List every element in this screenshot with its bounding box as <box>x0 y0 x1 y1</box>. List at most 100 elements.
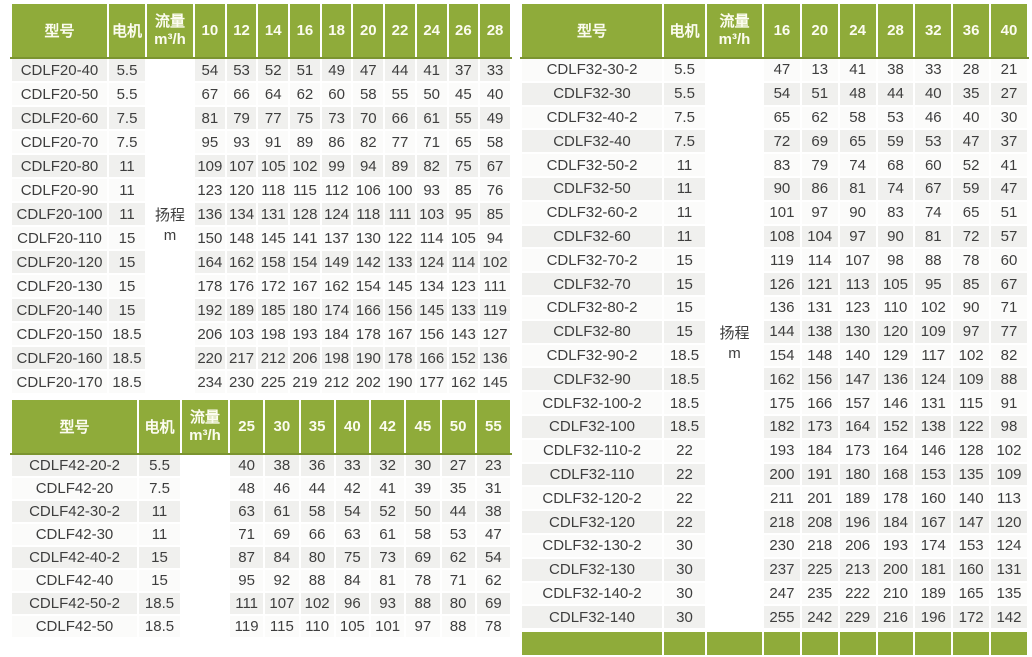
value-cell: 40 <box>951 104 992 131</box>
value-cell: 196 <box>837 509 878 535</box>
value-cell: 76 <box>478 177 512 203</box>
value-cell: 176 <box>224 273 259 299</box>
value-cell: 131 <box>799 294 840 321</box>
value-cell: 58 <box>298 499 336 524</box>
value-cell: 217 <box>224 345 259 371</box>
value-cell: 122 <box>951 413 992 440</box>
model-cell: CDLF20-100 <box>10 201 109 227</box>
value-cell: 102 <box>298 591 336 616</box>
value-cell: 33 <box>478 57 512 83</box>
motor-cell: 15 <box>137 568 182 593</box>
header-row: 型号 电机 流量 m³/h 16 20 24 28 32 36 40 <box>520 2 1029 59</box>
value-cell: 23 <box>474 453 513 478</box>
value-cell: 32 <box>368 453 407 478</box>
value-cell: 51 <box>288 57 322 83</box>
value-cell: 122 <box>383 225 417 251</box>
value-cell: 68 <box>875 152 916 178</box>
value-cell: 119 <box>762 247 802 274</box>
motor-cell: 15 <box>107 249 147 275</box>
value-cell: 123 <box>193 177 227 203</box>
value-cell: 152 <box>875 413 916 440</box>
table-row: CDLF20-120 15 164 162 158 154 149 142 133 124 114 1… <box>10 249 512 275</box>
value-cell: 71 <box>439 568 477 593</box>
col-header-flow-rate: 16 <box>288 2 322 59</box>
value-cell: 97 <box>799 199 840 226</box>
model-cell: CDLF20-90 <box>10 177 109 203</box>
model-cell: CDLF20-60 <box>10 105 109 131</box>
value-cell: 75 <box>446 153 481 179</box>
motor-cell: 5.5 <box>662 80 707 107</box>
model-cell: CDLF42-30 <box>10 522 139 547</box>
value-cell: 255 <box>762 604 802 631</box>
value-cell: 178 <box>383 345 417 371</box>
value-cell: 77 <box>383 129 417 155</box>
value-cell: 225 <box>256 369 291 395</box>
value-cell: 47 <box>989 175 1029 202</box>
value-cell: 160 <box>913 485 954 512</box>
value-cell: 55 <box>446 105 481 131</box>
value-cell: 167 <box>288 273 322 299</box>
value-cell: 109 <box>193 153 227 179</box>
value-cell: 87 <box>227 545 266 570</box>
value-cell: 230 <box>762 532 802 559</box>
value-cell: 133 <box>383 249 417 275</box>
head-unit-cell: 扬程 m <box>705 56 764 631</box>
col-header-model: 型号 <box>10 2 109 59</box>
value-cell: 81 <box>837 175 878 202</box>
value-cell: 53 <box>875 104 916 131</box>
value-cell: 141 <box>288 225 322 251</box>
value-cell: 118 <box>351 201 386 227</box>
col-header-flow: 流量 m³/h <box>180 398 230 455</box>
table-row: CDLF20-70 7.5 95 93 91 89 86 82 77 71 65 58 <box>10 129 512 155</box>
value-cell: 108 <box>762 223 802 250</box>
model-cell: CDLF42-20-2 <box>10 453 139 478</box>
motor-cell: 30 <box>662 604 707 631</box>
value-cell: 47 <box>951 128 992 155</box>
value-cell: 193 <box>875 532 916 559</box>
value-cell: 85 <box>951 271 992 297</box>
value-cell: 120 <box>224 177 259 203</box>
value-cell: 114 <box>799 247 840 274</box>
value-cell: 69 <box>404 545 442 570</box>
motor-cell: 11 <box>107 177 147 203</box>
col-header-motor: 电机 <box>662 2 707 59</box>
value-cell: 174 <box>319 297 354 323</box>
value-cell: 119 <box>227 614 266 639</box>
value-cell: 59 <box>875 128 916 155</box>
value-cell: 216 <box>875 604 916 631</box>
value-cell: 113 <box>989 485 1029 512</box>
model-cell: CDLF32-90 <box>520 366 664 393</box>
value-cell: 73 <box>368 545 407 570</box>
value-cell: 166 <box>414 345 449 371</box>
motor-cell: 11 <box>137 499 182 524</box>
header-row: 型号 电机 流量 m³/h 25 30 35 40 42 45 50 55 <box>10 398 513 455</box>
value-cell: 222 <box>837 580 878 607</box>
value-cell: 78 <box>404 568 442 593</box>
table-row: CDLF20-60 7.5 81 79 77 75 73 70 66 61 55 49 <box>10 105 512 131</box>
value-cell: 101 <box>762 199 802 226</box>
value-cell: 107 <box>224 153 259 179</box>
value-cell: 67 <box>913 175 954 202</box>
cdlf20-spec-table: 型号 电机 流量 m³/h 10 12 14 16 18 20 22 24 26 28 CDLF20-40… <box>10 2 512 395</box>
motor-cell: 18.5 <box>107 345 147 371</box>
table-row: CDLF32-120-2 22 211 201 189 178 160 140 113 <box>520 485 1029 512</box>
value-cell: 35 <box>439 476 477 501</box>
model-cell: CDLF32-140-2 <box>520 580 664 607</box>
value-cell: 130 <box>837 318 878 345</box>
value-cell: 180 <box>837 461 878 488</box>
value-cell: 64 <box>256 81 291 107</box>
value-cell: 90 <box>875 223 916 250</box>
model-cell: CDLF32-70-2 <box>520 247 664 274</box>
value-cell: 160 <box>951 556 992 583</box>
model-cell: CDLF32-30 <box>520 80 664 107</box>
col-header-flow-rate: 22 <box>383 2 417 59</box>
value-cell: 69 <box>474 591 513 616</box>
model-cell: CDLF20-150 <box>10 321 109 347</box>
table-row: CDLF32-90-2 18.5 154 148 140 129 117 102 82 <box>520 342 1029 369</box>
value-cell: 88 <box>989 366 1029 393</box>
header-row: 型号 电机 流量 m³/h 10 12 14 16 18 20 22 24 26 28 <box>10 2 512 59</box>
value-cell: 86 <box>799 175 840 202</box>
value-cell: 140 <box>951 485 992 512</box>
motor-cell: 30 <box>662 580 707 607</box>
value-cell: 44 <box>439 499 477 524</box>
